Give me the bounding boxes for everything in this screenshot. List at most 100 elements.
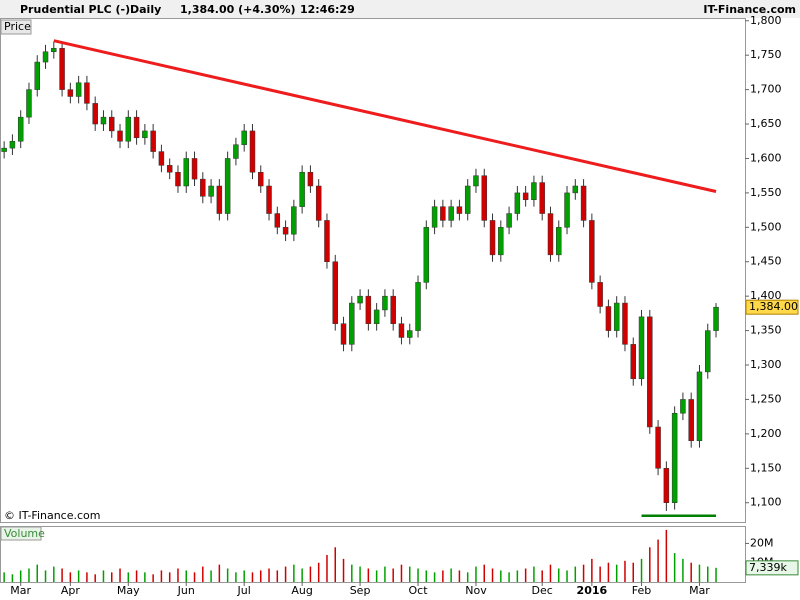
candle-body [332, 261, 338, 324]
volume-bar [317, 562, 320, 582]
x-tick-label: May [117, 584, 140, 597]
volume-bar [177, 568, 179, 582]
volume-bar [260, 570, 262, 582]
volume-bar [615, 564, 618, 582]
volume-bar [541, 570, 543, 582]
volume-bar [450, 568, 452, 582]
volume-bar [351, 564, 353, 582]
candle-body [671, 412, 678, 503]
volume-bar [599, 566, 601, 582]
volume-bar [3, 572, 5, 582]
candle-body [142, 130, 148, 139]
candle-body [382, 295, 388, 311]
candle-body [67, 89, 74, 97]
brand: IT-Finance.com [703, 3, 796, 16]
volume-bar [533, 566, 535, 582]
candle-body [357, 295, 363, 304]
volume-bar [491, 568, 494, 582]
candle-body [680, 399, 686, 414]
candle-body [1, 147, 7, 152]
volume-bar [582, 564, 585, 582]
x-tick-label: 2016 [577, 584, 608, 597]
volume-bar [508, 572, 510, 582]
candle-body [158, 151, 165, 166]
y2-tick-label: 20M [750, 536, 774, 549]
candle-body [663, 468, 670, 503]
candle-body [431, 206, 438, 228]
volume-bar [400, 564, 403, 582]
volume-bar [715, 567, 717, 582]
volume-tag [0, 526, 42, 541]
header-bar [0, 0, 800, 18]
volume-label: Volume [4, 527, 45, 540]
candle-body [498, 227, 504, 256]
volume-bar [202, 566, 204, 582]
price-panel [0, 18, 746, 523]
y-tick-label: 1,400 [750, 289, 782, 302]
candle-body [423, 227, 430, 283]
volume-bar [707, 566, 709, 582]
x-tick-label: Sep [350, 584, 371, 597]
candle-body [282, 227, 289, 235]
volume-bar [77, 570, 80, 582]
volume-bar [284, 566, 287, 582]
candle-body [208, 185, 214, 197]
volume-bar [44, 570, 47, 582]
volume-bar [293, 564, 295, 582]
volume-bar [168, 572, 171, 582]
volume-bar [500, 570, 502, 582]
price-label: Price [4, 20, 31, 33]
volume-bar [69, 572, 72, 582]
volume-bar [235, 572, 237, 582]
candle-body [34, 61, 40, 90]
candle-body [456, 206, 463, 214]
last-price: 1,384.00 [749, 300, 798, 313]
y-tick-label: 1,350 [750, 324, 782, 337]
x-tick-label: Nov [465, 584, 487, 597]
last-price-box [745, 299, 799, 315]
volume-bar [433, 572, 436, 582]
y-tick-label: 1,750 [750, 48, 782, 61]
instrument: Prudential PLC (-) [20, 3, 130, 16]
candle-body [415, 282, 421, 331]
volume-bar [218, 564, 221, 582]
candle-body [92, 103, 98, 125]
candle-body [109, 116, 115, 132]
candle-body [622, 302, 628, 345]
volume-bar [19, 570, 22, 582]
volume-bar [524, 568, 527, 582]
volume-bar [276, 570, 279, 582]
volume-bar [665, 529, 668, 582]
candle-body [407, 330, 413, 338]
volume-bar [342, 558, 345, 582]
candle-body [200, 178, 206, 197]
volume-bar [384, 566, 386, 582]
candle-body [713, 306, 719, 331]
candle-body [42, 51, 49, 63]
volume-bar [632, 562, 634, 582]
volume-bar [301, 568, 303, 582]
volume-bar [640, 558, 643, 582]
candle-body [191, 158, 198, 180]
volume-bar [566, 570, 568, 582]
y-tick-label: 1,500 [750, 220, 782, 233]
candle-body [597, 282, 603, 307]
volume-bar [53, 566, 55, 582]
volume-bar [657, 539, 659, 582]
candle-body [183, 158, 189, 187]
volume-bar [119, 568, 121, 582]
period: Daily [130, 3, 161, 16]
volume-bar [94, 574, 96, 582]
volume-bar [193, 572, 196, 582]
candle-body [166, 165, 173, 173]
candle-body [522, 192, 529, 201]
candle-body [696, 371, 703, 442]
volume-bar [483, 564, 485, 582]
price-tag [0, 19, 32, 35]
volume-bar [417, 568, 419, 582]
candle-body [125, 116, 132, 142]
candle-body [51, 48, 57, 52]
candle-body [373, 309, 380, 324]
candle-body [630, 344, 636, 380]
